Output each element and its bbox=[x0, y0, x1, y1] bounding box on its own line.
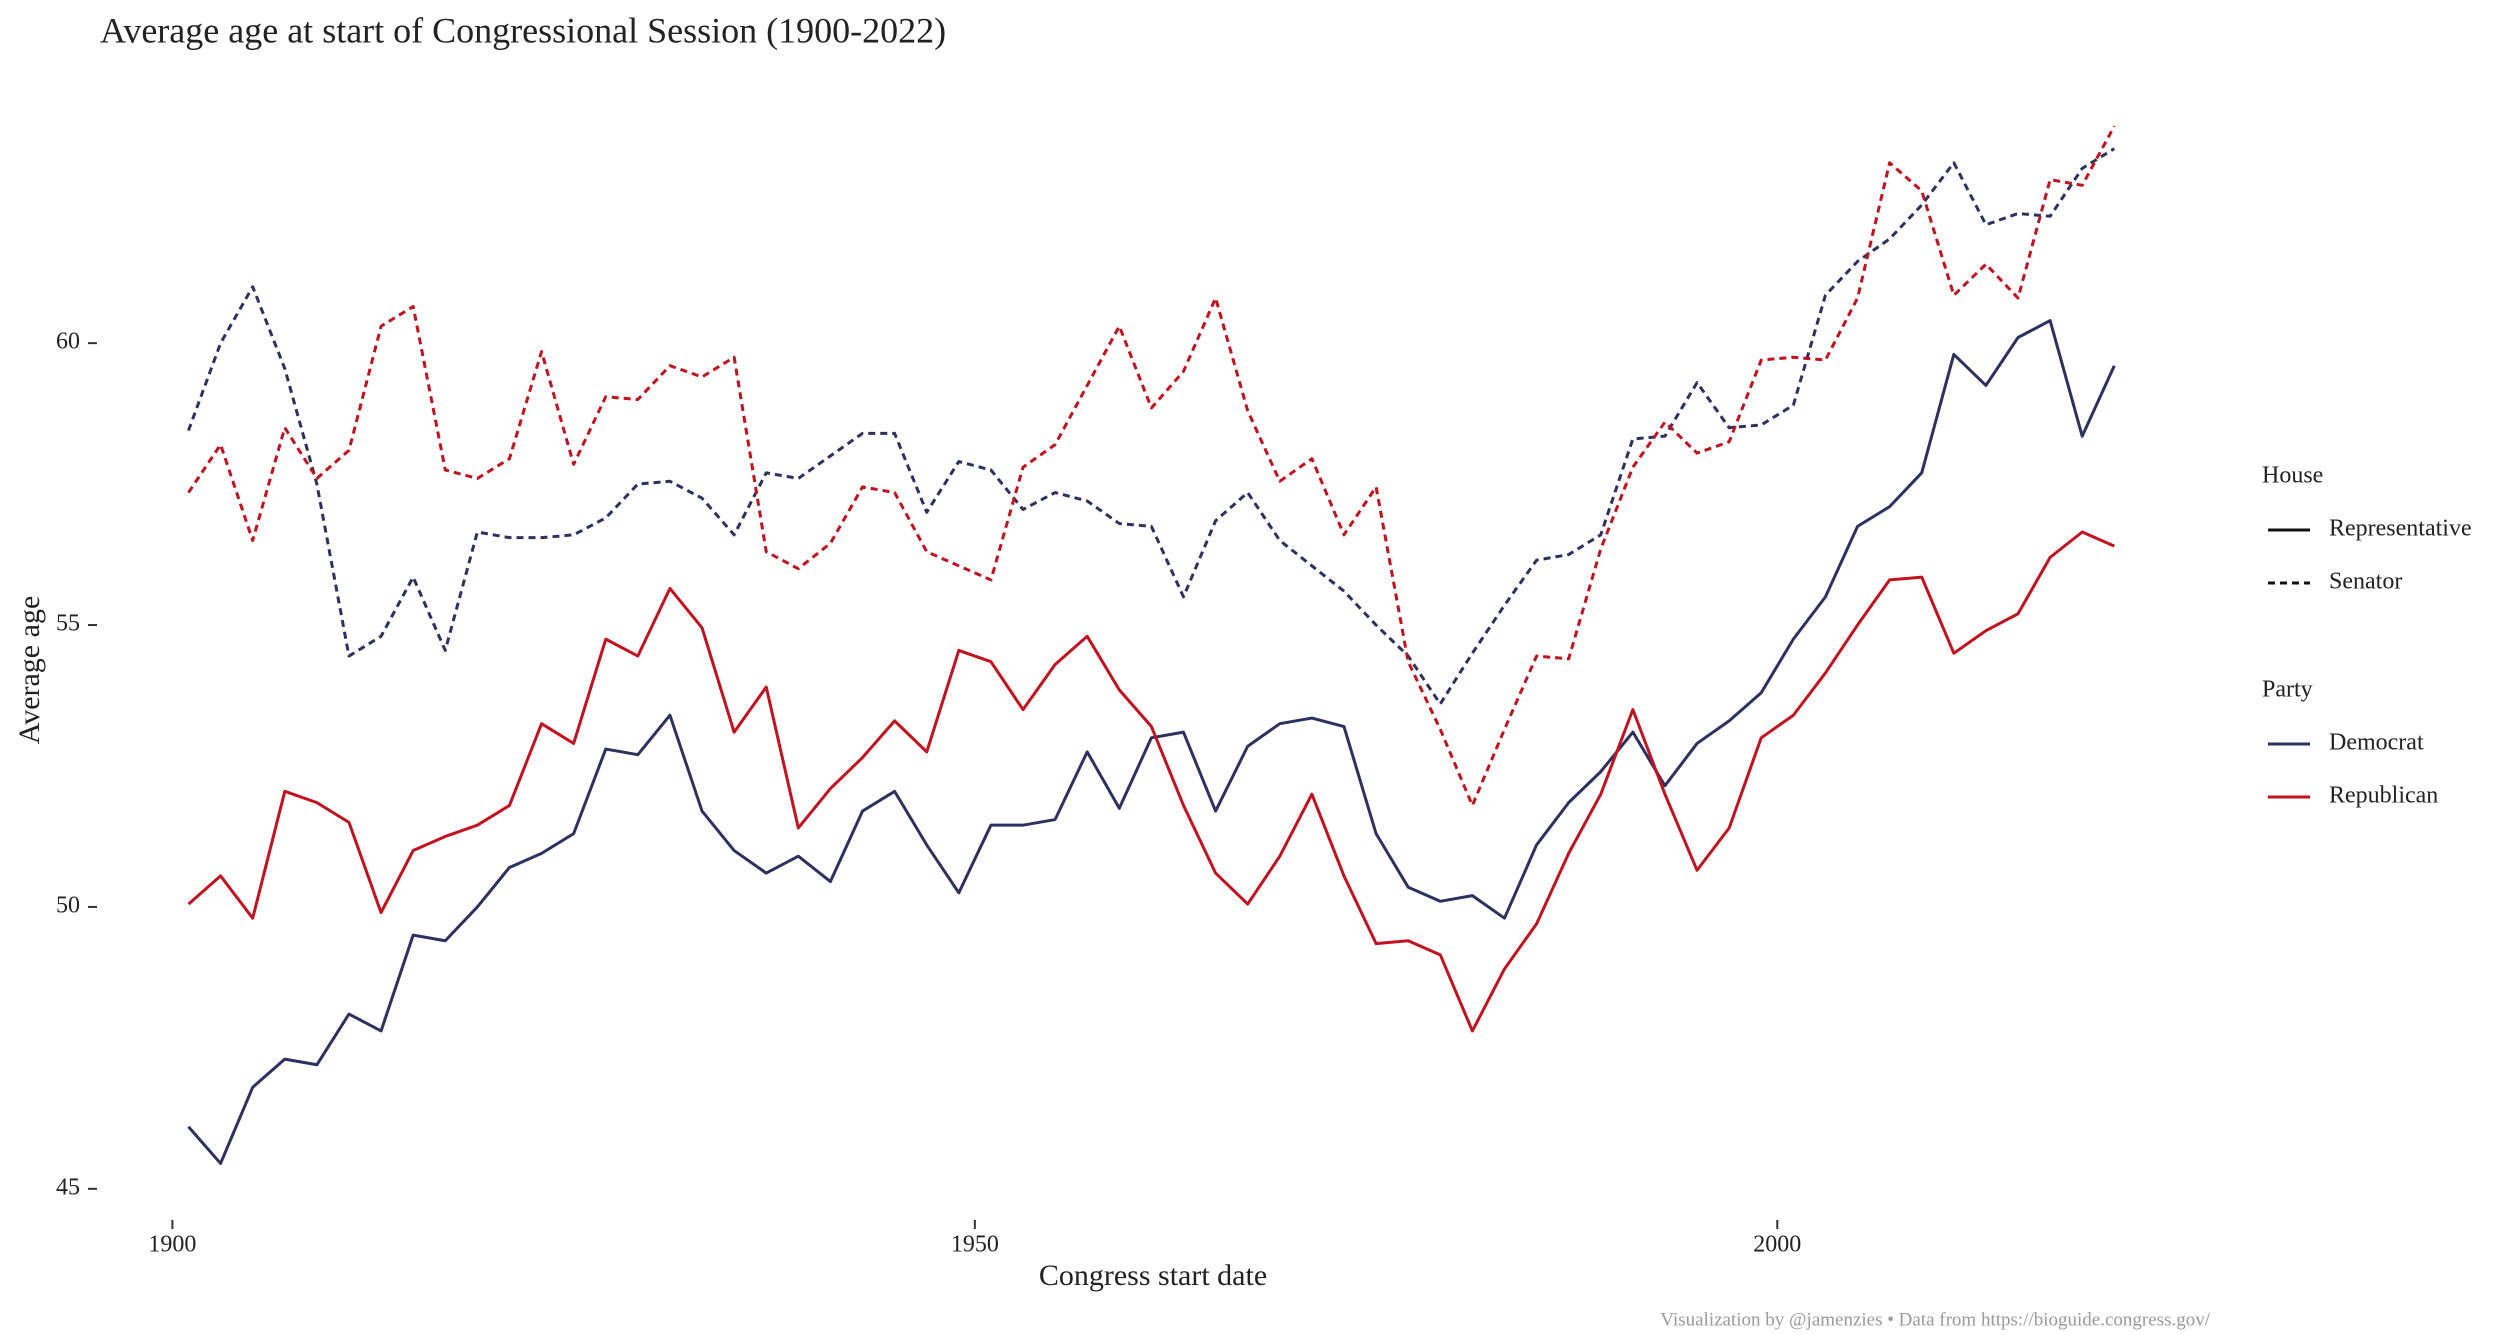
x-tick-label: 1950 bbox=[951, 1232, 999, 1258]
series-line bbox=[187, 147, 2116, 706]
y-tick-label: 60 bbox=[56, 329, 80, 355]
chart-title: Average age at start of Congressional Se… bbox=[100, 10, 946, 50]
x-tick-label: 1900 bbox=[148, 1232, 196, 1258]
y-tick-label: 50 bbox=[56, 892, 80, 918]
x-axis-title: Congress start date bbox=[1039, 1259, 1267, 1292]
legend-label: Democrat bbox=[2329, 730, 2424, 756]
series-line bbox=[187, 319, 2116, 1165]
x-tick-label: 2000 bbox=[1753, 1232, 1801, 1258]
legend-label: Republican bbox=[2329, 783, 2438, 809]
y-tick-label: 45 bbox=[56, 1174, 80, 1200]
legend-title: Party bbox=[2262, 677, 2313, 703]
legend-title: House bbox=[2262, 463, 2323, 489]
y-axis-title: Average age bbox=[13, 596, 46, 745]
y-tick-label: 55 bbox=[56, 611, 80, 637]
series-line bbox=[187, 530, 2115, 1033]
caption: Visualization by @jamenzies • Data from … bbox=[1660, 1309, 2210, 1330]
legend-label: Representative bbox=[2329, 516, 2472, 542]
legend-label: Senator bbox=[2329, 569, 2402, 595]
series-line bbox=[187, 125, 2116, 807]
